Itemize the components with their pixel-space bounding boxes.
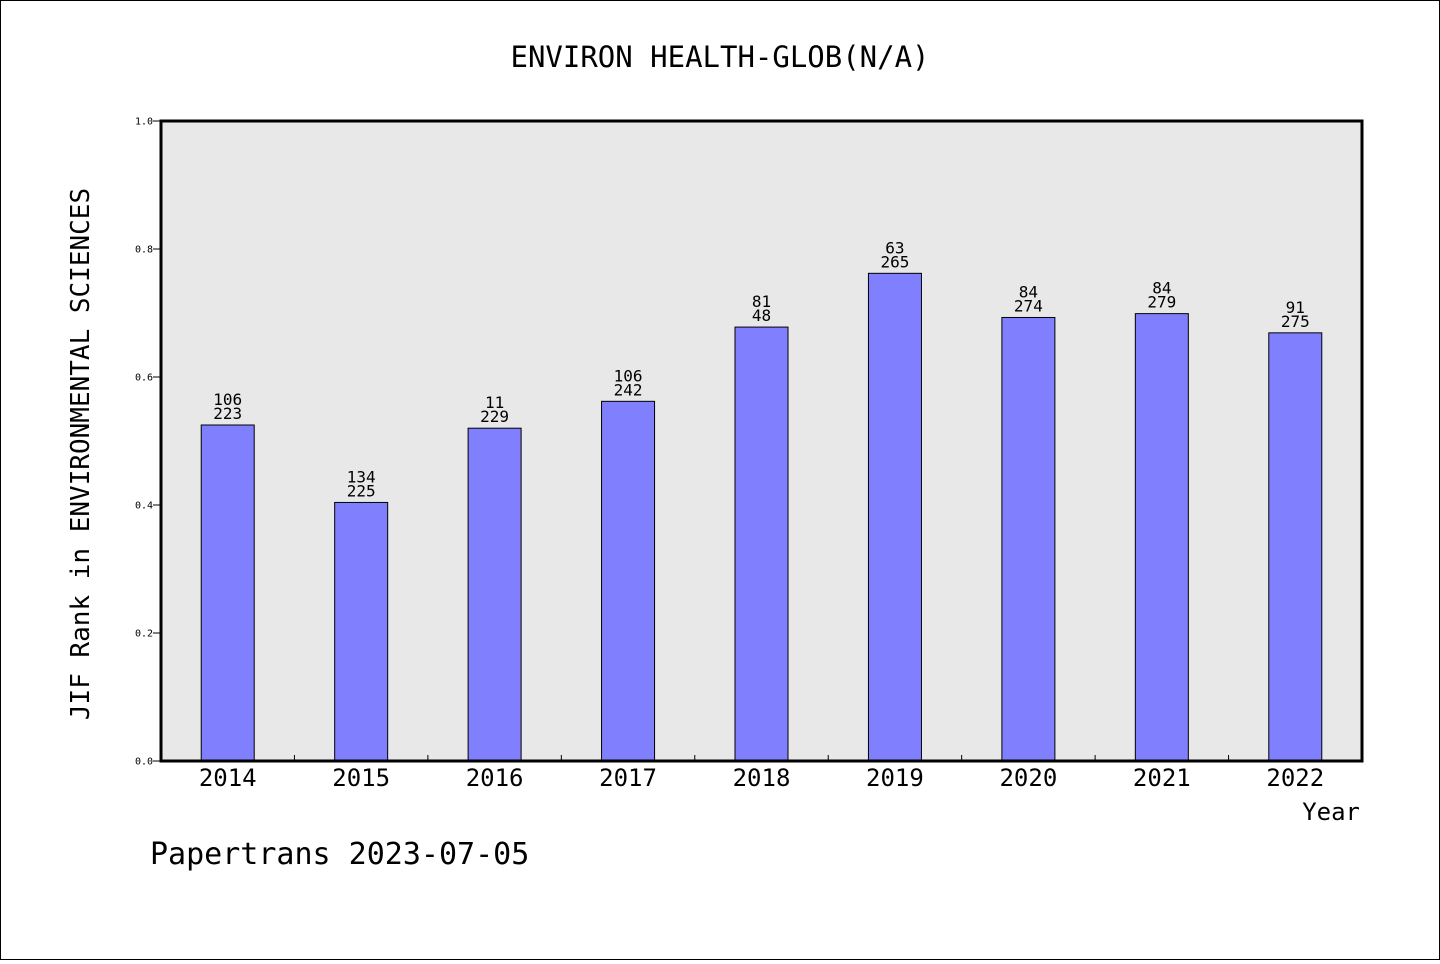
data-label-rank: 11 [485,393,504,412]
data-label-rank: 91 [1286,298,1305,317]
bar-2014 [200,424,255,762]
data-label-total: 275 [1281,312,1310,331]
data-label-rank: 84 [1152,279,1171,298]
x-tick-label: 2014 [199,764,257,792]
x-tick-label: 2019 [866,764,924,792]
y-tick-label: 0.2 [135,629,153,640]
x-tick-label: 2018 [733,764,791,792]
y-tick-label: 0.0 [135,757,153,768]
bar-2017 [601,400,656,762]
plot-border [159,119,1364,763]
bar-2021 [1134,313,1189,762]
data-label-rank: 106 [213,390,242,409]
bar-2016 [467,427,522,762]
data-label-total: 225 [347,481,376,500]
y-axis-label: JIF Rank in ENVIRONMENTAL SCIENCES [66,188,96,720]
bar-2020 [1001,316,1056,762]
bar-2015 [334,501,389,762]
x-tick-label: 2015 [332,764,390,792]
bar-2018 [734,326,789,762]
y-tick-label: 1.0 [135,117,153,128]
footer-text: Papertrans 2023-07-05 [150,837,529,872]
x-axis-ticks: 2014 2015 2016 2017 2018 2019 2020 2021 2022 [199,755,1324,792]
y-tick-label: 0.8 [135,245,153,256]
x-axis-label: Year [1302,798,1360,826]
data-label-rank: 63 [885,238,904,257]
x-tick-label: 2020 [999,764,1057,792]
data-label-total: 274 [1014,296,1043,315]
y-tick-label: 0.6 [135,373,153,384]
data-label-total: 279 [1147,293,1176,312]
bar-2022 [1268,332,1323,762]
y-axis-ticks: 0.0 0.2 0.4 0.6 0.8 1.0 [135,117,161,768]
data-label-total: 265 [880,252,909,271]
x-tick-label: 2017 [599,764,657,792]
data-label-rank: 81 [752,292,771,311]
x-tick-label: 2021 [1133,764,1191,792]
bars [200,272,1323,762]
y-tick-label: 0.4 [135,501,153,512]
data-label-rank: 84 [1019,282,1038,301]
chart-title: ENVIRON HEALTH-GLOB(N/A) [510,40,929,74]
data-label-rank: 134 [347,467,376,486]
data-label-total: 242 [614,380,643,399]
data-label-rank: 106 [614,366,643,385]
x-tick-label: 2022 [1266,764,1324,792]
x-tick-label: 2016 [466,764,524,792]
bar-2019 [867,272,922,762]
data-labels: 1062231342251122910624281486326584274842… [213,238,1309,500]
data-label-total: 229 [480,407,509,426]
data-label-total: 48 [752,306,771,325]
data-label-total: 223 [213,404,242,423]
